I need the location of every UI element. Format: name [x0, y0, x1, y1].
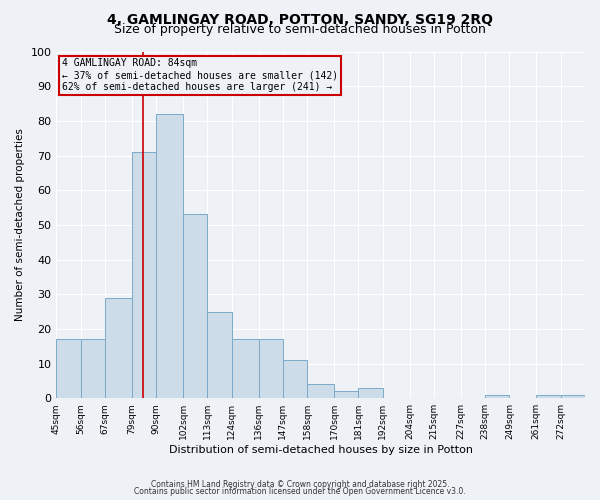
Bar [208, 312, 232, 398]
Bar [132, 152, 157, 398]
Bar [183, 214, 208, 398]
Bar [358, 388, 383, 398]
X-axis label: Distribution of semi-detached houses by size in Potton: Distribution of semi-detached houses by … [169, 445, 473, 455]
Text: Contains public sector information licensed under the Open Government Licence v3: Contains public sector information licen… [134, 487, 466, 496]
Bar [334, 392, 358, 398]
Bar [259, 340, 283, 398]
Text: Contains HM Land Registry data © Crown copyright and database right 2025.: Contains HM Land Registry data © Crown c… [151, 480, 449, 489]
Bar [232, 340, 259, 398]
Bar [81, 340, 105, 398]
Bar [536, 394, 560, 398]
Text: Size of property relative to semi-detached houses in Potton: Size of property relative to semi-detach… [114, 22, 486, 36]
Bar [157, 114, 183, 398]
Bar [485, 394, 509, 398]
Bar [283, 360, 307, 398]
Y-axis label: Number of semi-detached properties: Number of semi-detached properties [15, 128, 25, 322]
Text: 4, GAMLINGAY ROAD, POTTON, SANDY, SG19 2RQ: 4, GAMLINGAY ROAD, POTTON, SANDY, SG19 2… [107, 12, 493, 26]
Bar [105, 298, 132, 398]
Text: 4 GAMLINGAY ROAD: 84sqm
← 37% of semi-detached houses are smaller (142)
62% of s: 4 GAMLINGAY ROAD: 84sqm ← 37% of semi-de… [62, 58, 338, 92]
Bar [307, 384, 334, 398]
Bar [560, 394, 585, 398]
Bar [56, 340, 81, 398]
